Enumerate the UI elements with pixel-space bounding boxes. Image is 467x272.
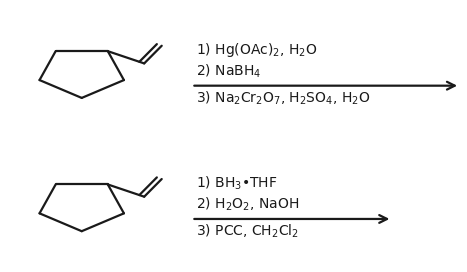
Text: 2) H$_2$O$_2$, NaOH: 2) H$_2$O$_2$, NaOH [196,196,299,213]
Text: 3) Na$_2$Cr$_2$O$_7$, H$_2$SO$_4$, H$_2$O: 3) Na$_2$Cr$_2$O$_7$, H$_2$SO$_4$, H$_2$… [196,89,371,107]
Text: 1) BH$_3$•THF: 1) BH$_3$•THF [196,175,278,193]
Text: 2) NaBH$_4$: 2) NaBH$_4$ [196,62,262,79]
Text: 3) PCC, CH$_2$Cl$_2$: 3) PCC, CH$_2$Cl$_2$ [196,223,299,240]
Text: 1) Hg(OAc)$_2$, H$_2$O: 1) Hg(OAc)$_2$, H$_2$O [196,41,318,59]
